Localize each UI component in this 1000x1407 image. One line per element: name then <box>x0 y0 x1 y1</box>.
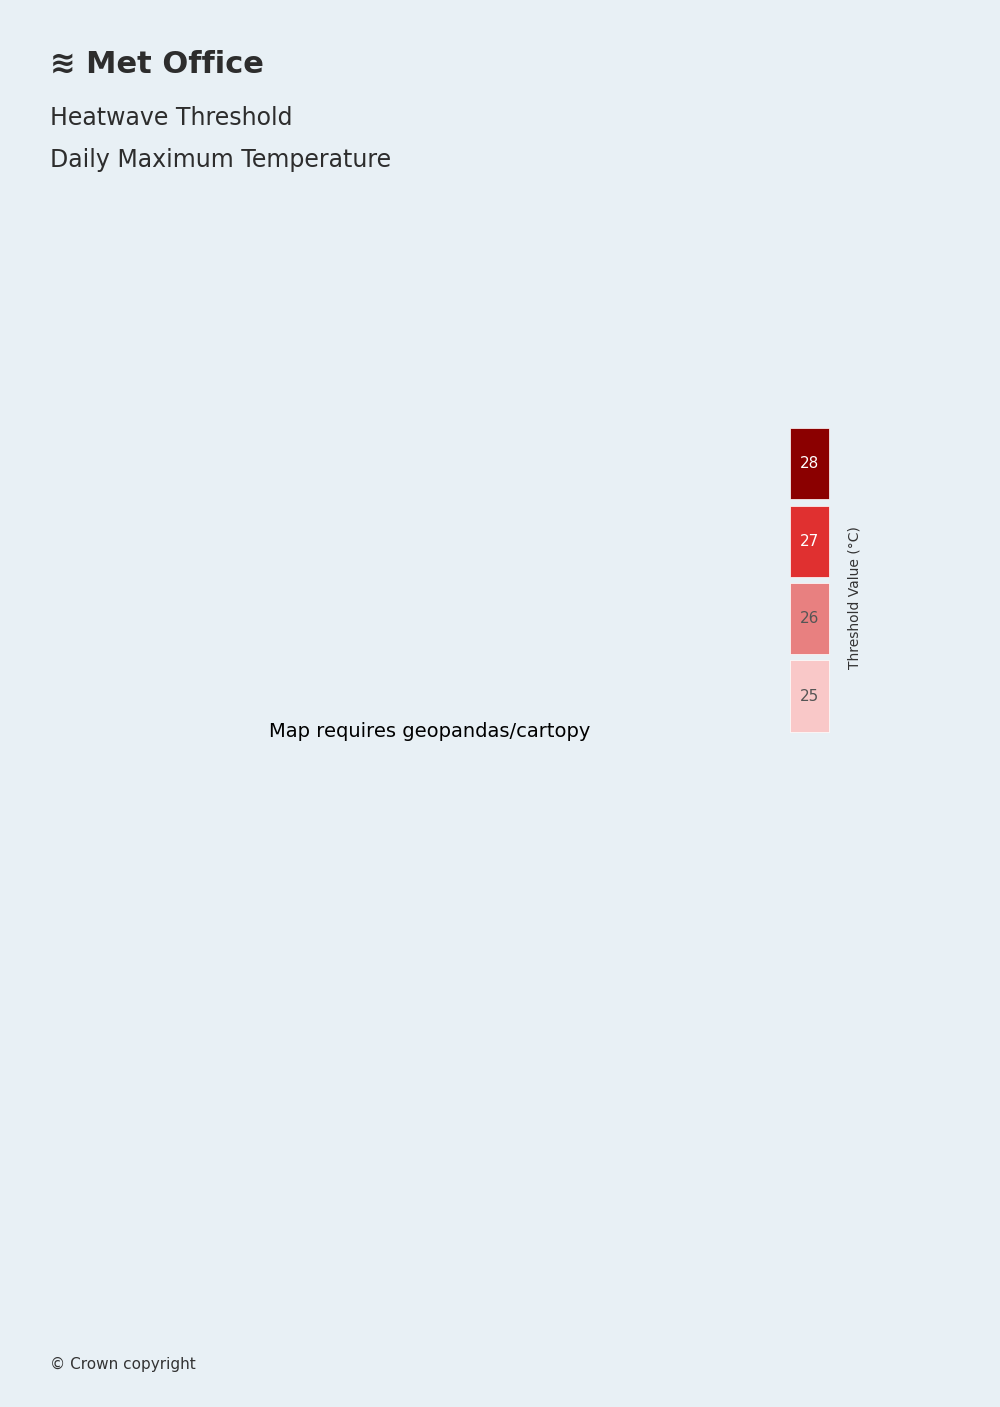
Text: Heatwave Threshold: Heatwave Threshold <box>50 106 292 129</box>
Text: 27: 27 <box>800 533 819 549</box>
FancyBboxPatch shape <box>790 428 829 499</box>
FancyBboxPatch shape <box>790 660 829 732</box>
Text: Threshold Value (°C): Threshold Value (°C) <box>847 526 861 670</box>
Text: © Crown copyright: © Crown copyright <box>50 1358 196 1372</box>
Text: 25: 25 <box>800 688 819 704</box>
Text: 26: 26 <box>800 611 819 626</box>
Text: Daily Maximum Temperature: Daily Maximum Temperature <box>50 148 391 172</box>
Text: Map requires geopandas/cartopy: Map requires geopandas/cartopy <box>269 722 591 741</box>
Text: ≋ Met Office: ≋ Met Office <box>50 49 264 79</box>
FancyBboxPatch shape <box>790 505 829 577</box>
Text: 28: 28 <box>800 456 819 471</box>
FancyBboxPatch shape <box>790 582 829 654</box>
